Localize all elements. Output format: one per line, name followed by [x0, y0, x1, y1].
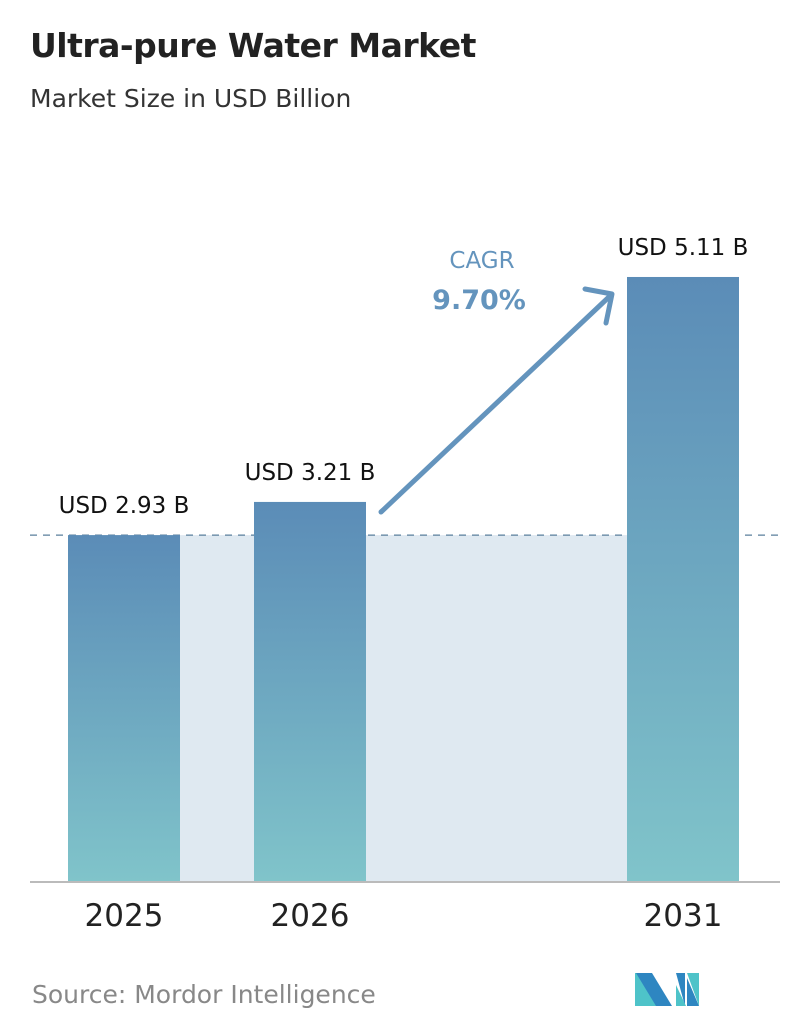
- x-tick-2026: 2026: [271, 898, 350, 934]
- cagr-arrow-head: [582, 286, 615, 326]
- data-label-2025: USD 2.93 B: [59, 493, 190, 519]
- chart-subtitle: Market Size in USD Billion: [30, 84, 352, 113]
- bar-2025: [68, 535, 180, 882]
- x-tick-2025: 2025: [85, 898, 164, 934]
- cagr-value: 9.70%: [432, 285, 526, 316]
- chart-title: Ultra-pure Water Market: [30, 26, 476, 65]
- bar-2031: [627, 276, 739, 882]
- bar-2026: [254, 501, 366, 882]
- data-label-2031: USD 5.11 B: [618, 235, 749, 261]
- x-tick-2031: 2031: [644, 898, 723, 934]
- cagr-arrow-line: [378, 293, 613, 515]
- data-label-2026: USD 3.21 B: [245, 460, 376, 486]
- source-text: Source: Mordor Intelligence: [32, 980, 376, 1009]
- reference-band: [180, 535, 627, 882]
- cagr-label: CAGR: [449, 248, 514, 274]
